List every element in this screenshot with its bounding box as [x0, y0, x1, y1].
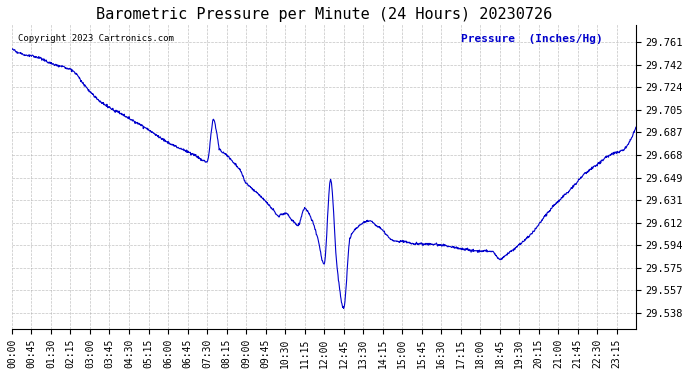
Text: Copyright 2023 Cartronics.com: Copyright 2023 Cartronics.com: [18, 34, 174, 43]
Text: Pressure  (Inches/Hg): Pressure (Inches/Hg): [461, 34, 603, 44]
Title: Barometric Pressure per Minute (24 Hours) 20230726: Barometric Pressure per Minute (24 Hours…: [96, 7, 552, 22]
